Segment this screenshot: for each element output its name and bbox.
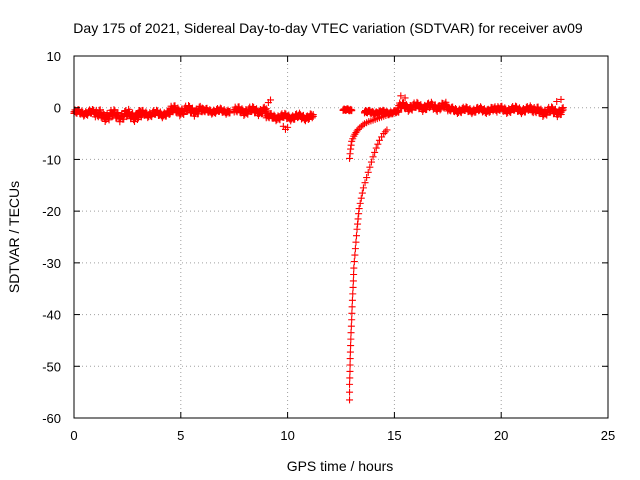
data-point [386, 110, 394, 118]
y-axis-title: SDTVAR / TECUs [6, 181, 22, 293]
y-tick-label: 0 [54, 101, 61, 116]
x-tick-label: 20 [494, 428, 508, 443]
data-point [347, 322, 355, 330]
axis-ticks: 0 5 10 15 20 25 10 0 -10 -20 -30 -40 -50 -60 [42, 49, 615, 443]
data-point [348, 296, 356, 304]
data-point [358, 189, 366, 197]
data-point [348, 316, 356, 324]
data-point [308, 114, 316, 122]
data-point [347, 329, 355, 337]
y-tick-label: -50 [42, 359, 61, 374]
data-point [291, 115, 299, 123]
data-point [401, 94, 409, 102]
data-point [356, 199, 364, 207]
data-point [346, 388, 354, 396]
data-point [357, 194, 365, 202]
data-point [351, 245, 359, 253]
x-tick-label: 0 [70, 428, 77, 443]
x-tick-label: 15 [387, 428, 401, 443]
data-point [267, 96, 275, 104]
plot-frame [73, 55, 609, 419]
data-point [346, 361, 354, 369]
y-tick-label: -20 [42, 204, 61, 219]
data-point [367, 158, 375, 166]
data-point [309, 112, 317, 120]
data-point [381, 128, 389, 136]
data-point [352, 238, 360, 246]
x-tick-label: 25 [601, 428, 615, 443]
data-point [346, 355, 354, 363]
data-point [346, 374, 354, 382]
data-point [359, 184, 367, 192]
data-point [543, 111, 551, 119]
y-tick-label: -30 [42, 256, 61, 271]
y-tick-label: -40 [42, 308, 61, 323]
y-tick-label: 10 [47, 49, 61, 64]
data-point [557, 95, 565, 103]
data-point [348, 309, 356, 317]
x-tick-label: 10 [280, 428, 294, 443]
data-point [346, 367, 354, 375]
data-point [558, 107, 566, 115]
data-point [180, 110, 188, 118]
data-point [346, 380, 354, 388]
data-point [349, 283, 357, 291]
y-tick-label: -10 [42, 152, 61, 167]
data-point [361, 179, 369, 187]
data-point [350, 258, 358, 266]
data-point [363, 174, 371, 182]
data-point [559, 106, 567, 114]
data-point [347, 335, 355, 343]
data-point [348, 107, 356, 115]
data-point [521, 108, 529, 116]
data-point [372, 144, 380, 152]
chart-title: Day 175 of 2021, Sidereal Day-to-day VTE… [73, 20, 583, 36]
data-point [366, 163, 374, 171]
data-point [346, 396, 354, 404]
data-point [553, 98, 561, 106]
data-point [397, 92, 405, 100]
data-point [105, 116, 113, 124]
data-point [351, 251, 359, 259]
data-point [162, 112, 170, 120]
data-point [346, 348, 354, 356]
y-tick-label: -60 [42, 411, 61, 426]
data-point [352, 232, 360, 240]
data-point [359, 121, 367, 129]
data-point [226, 109, 234, 117]
data-point [369, 153, 377, 161]
plot-points [70, 92, 567, 404]
data-point [374, 140, 382, 148]
x-tick-label: 5 [177, 428, 184, 443]
data-point [348, 303, 356, 311]
data-point [371, 148, 379, 156]
data-point [557, 111, 565, 119]
data-point [347, 342, 355, 350]
data-point [364, 168, 372, 176]
data-point [349, 277, 357, 285]
data-point [349, 290, 357, 298]
data-point [350, 270, 358, 278]
data-point [350, 264, 358, 272]
data-point [355, 205, 363, 213]
x-axis-title: GPS time / hours [287, 458, 394, 474]
data-point [436, 106, 444, 114]
data-point [354, 125, 362, 133]
data-point [284, 123, 292, 131]
data-point [383, 126, 391, 134]
data-point [123, 113, 131, 121]
data-point [133, 116, 141, 124]
